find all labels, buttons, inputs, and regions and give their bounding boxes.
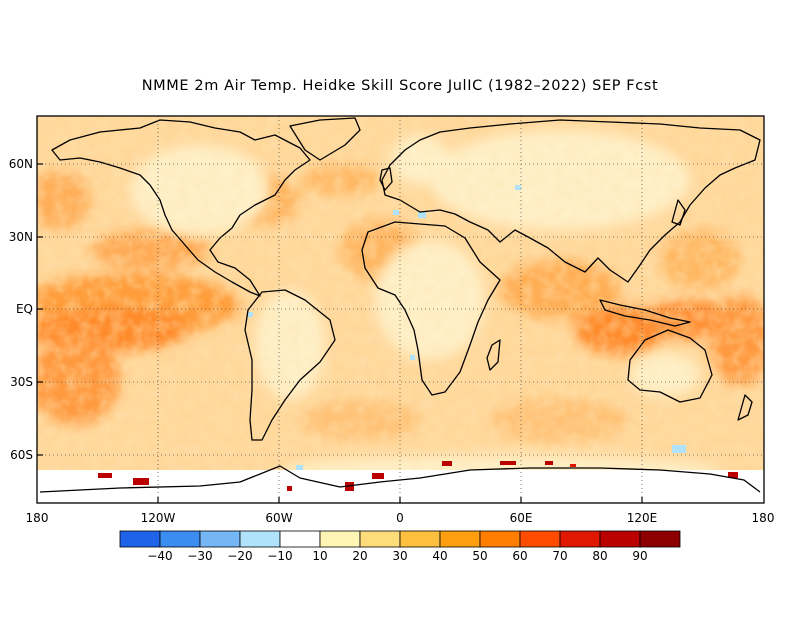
negative-skill-patches: [248, 185, 686, 470]
colorbar-swatch: [399, 530, 441, 548]
coastal-high-skill-blocks: [98, 461, 738, 491]
coast-greenland: [289, 117, 361, 161]
colorbar-label: 50: [472, 549, 487, 563]
colorbar-label: 70: [552, 549, 567, 563]
coast-africa: [361, 221, 501, 396]
longitude-labels: 180 120W 60W 0 60E 120E 180: [26, 511, 775, 525]
lon-label-60w: 60W: [265, 511, 292, 525]
colorbar-swatch: [119, 530, 161, 548]
lon-label-120e: 120E: [627, 511, 658, 525]
coast-australia: [627, 329, 713, 403]
colorbar-label: −10: [267, 549, 292, 563]
lon-label-0: 0: [396, 511, 404, 525]
colorbar-swatch: [159, 530, 201, 548]
latitude-labels: 60N 30N EQ 30S 60S: [9, 157, 33, 462]
lat-label-60n: 60N: [9, 157, 33, 171]
colorbar-swatch: [319, 530, 361, 548]
map-field: [37, 116, 764, 503]
colorbar-swatch: [639, 530, 681, 548]
skill-texture: [37, 116, 764, 503]
lat-label-30s: 30S: [10, 375, 33, 389]
colorbar-swatch: [279, 530, 321, 548]
coast-south-america: [244, 289, 336, 441]
colorbar-label: 90: [632, 549, 647, 563]
lat-label-60s: 60S: [10, 448, 33, 462]
coast-eurasia: [381, 119, 761, 283]
lon-label-60e: 60E: [510, 511, 533, 525]
colorbar-label: 80: [592, 549, 607, 563]
colorbar-label: 20: [352, 549, 367, 563]
colorbar-label: −30: [187, 549, 212, 563]
colorbar-swatch: [199, 530, 241, 548]
colorbar-label: −40: [147, 549, 172, 563]
colorbar-swatch: [439, 530, 481, 548]
coastlines: [39, 117, 761, 493]
coast-japan: [671, 199, 686, 226]
colorbar-swatch: [559, 530, 601, 548]
map-title: NMME 2m Air Temp. Heidke Skill Score Jul…: [141, 78, 659, 94]
axis-ticks: [37, 163, 643, 503]
colorbar-label: 10: [312, 549, 327, 563]
colorbar-label: 30: [392, 549, 407, 563]
coast-new-zealand: [737, 394, 753, 421]
coast-uk: [379, 167, 393, 191]
lat-label-eq: EQ: [16, 302, 33, 316]
colorbar-swatch: [599, 530, 641, 548]
lat-label-30n: 30N: [9, 230, 33, 244]
coast-madagascar: [486, 339, 501, 371]
colorbar-label: 60: [512, 549, 527, 563]
colorbar-swatch: [239, 530, 281, 548]
graticule: [37, 116, 764, 503]
lon-label-180e: 180: [752, 511, 775, 525]
colorbar-swatch: [519, 530, 561, 548]
colorbar-label: −20: [227, 549, 252, 563]
coast-north-america: [51, 119, 311, 297]
colorbar: −40 −30 −20 −10 10 20 30 40 50 60 70 80 90: [119, 530, 681, 563]
lon-label-180w: 180: [26, 511, 49, 525]
colorbar-swatch: [479, 530, 521, 548]
colorbar-swatch: [359, 530, 401, 548]
colorbar-label: 40: [432, 549, 447, 563]
coast-indonesia: [599, 299, 691, 327]
lon-label-120w: 120W: [141, 511, 176, 525]
